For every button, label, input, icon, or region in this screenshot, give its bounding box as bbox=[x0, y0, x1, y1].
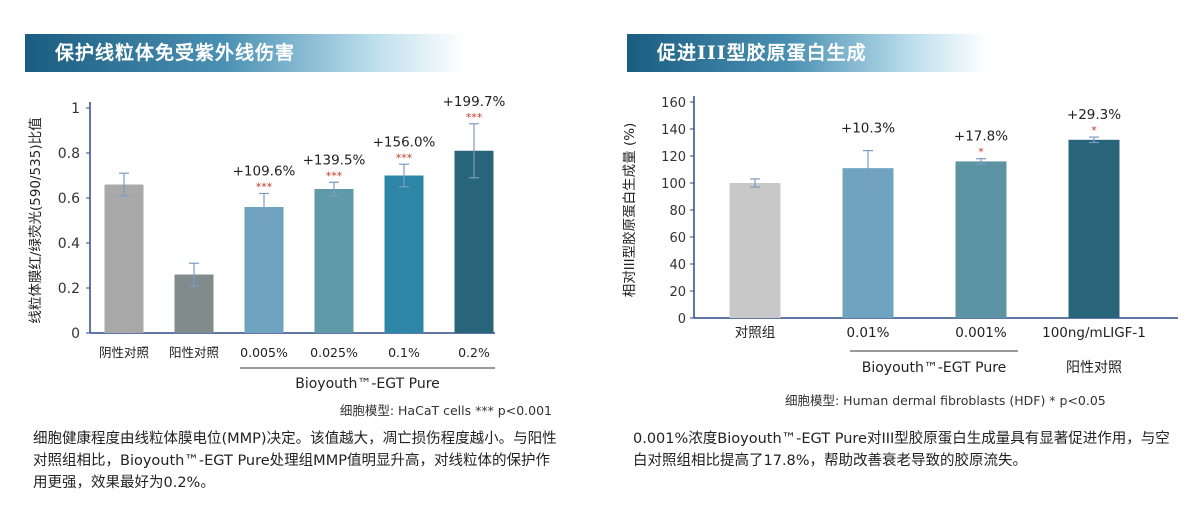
category-label: 阴性对照 bbox=[99, 345, 149, 360]
y-tick-label: 80 bbox=[669, 204, 686, 219]
right-note: 细胞模型: Human dermal fibroblasts (HDF) * p… bbox=[785, 393, 1106, 408]
bar bbox=[454, 150, 494, 333]
y-tick-label: 0.4 bbox=[58, 236, 80, 252]
significance-mark: *** bbox=[396, 151, 413, 164]
y-tick-label: 0 bbox=[71, 326, 80, 342]
category-label: 0.025% bbox=[310, 345, 358, 360]
y-tick-label: 0.2 bbox=[58, 281, 80, 297]
data-label: +29.3% bbox=[1067, 107, 1121, 123]
data-label: +17.8% bbox=[954, 129, 1008, 145]
y-tick-label: 0.6 bbox=[58, 191, 80, 207]
bar bbox=[729, 183, 781, 318]
left-description: 细胞健康程度由线粒体膜电位(MMP)决定。该值越大，凋亡损伤程度越小。与阳性对照… bbox=[33, 431, 557, 491]
significance-mark: * bbox=[1091, 124, 1097, 137]
y-axis-label: 线粒体膜红/绿荧光(590/535)比值 bbox=[28, 117, 44, 323]
category-label: 0.01% bbox=[847, 325, 890, 341]
data-label: +156.0% bbox=[373, 134, 436, 150]
collagen-bar-chart: 0 20 40 60 80 100 120 140 160 相对III型胶原蛋白生成量 (%) 对照… bbox=[621, 96, 1178, 376]
category-label: 0.2% bbox=[458, 345, 490, 360]
positive-control-label: 阳性对照 bbox=[1066, 360, 1122, 376]
category-label: 0.005% bbox=[240, 345, 288, 360]
y-tick-label: 20 bbox=[669, 285, 686, 300]
bar bbox=[1068, 139, 1120, 318]
data-label: +199.7% bbox=[443, 94, 506, 110]
y-tick-label: 100 bbox=[661, 177, 686, 192]
left-note: 细胞模型: HaCaT cells *** p<0.001 bbox=[339, 403, 552, 418]
significance-mark: *** bbox=[326, 169, 343, 182]
y-tick-label: 120 bbox=[661, 150, 686, 165]
left-title-banner: 保护线粒体免受紫外线伤害 bbox=[25, 34, 465, 72]
y-tick-label: 0 bbox=[678, 312, 686, 327]
right-panel: 促进III型胶原蛋白生成 0 20 40 60 80 100 120 140 160 相对III型… bbox=[600, 0, 1200, 525]
data-label: +10.3% bbox=[841, 121, 895, 137]
y-tick-label: 1 bbox=[71, 101, 80, 117]
category-label: 阳性对照 bbox=[169, 345, 219, 360]
bar bbox=[244, 207, 284, 333]
group-label: Bioyouth™-EGT Pure bbox=[295, 376, 440, 392]
y-tick-label: 60 bbox=[669, 231, 686, 246]
group-label: Bioyouth™-EGT Pure bbox=[862, 360, 1007, 376]
bar bbox=[384, 175, 424, 333]
category-label: 对照组 bbox=[735, 325, 776, 341]
data-label: +139.5% bbox=[303, 152, 366, 168]
right-description: 0.001%浓度Bioyouth™-EGT Pure对III型胶原蛋白生成量具有… bbox=[633, 431, 1170, 469]
category-label: 0.1% bbox=[388, 345, 420, 360]
y-tick-label: 40 bbox=[669, 258, 686, 273]
left-panel: 保护线粒体免受紫外线伤害 0 0.2 0.4 0.6 0.8 1 线粒体膜红/绿荧光(590… bbox=[25, 34, 557, 491]
bar bbox=[842, 168, 894, 318]
right-title-banner: 促进III型胶原蛋白生成 bbox=[627, 34, 987, 72]
bar bbox=[104, 184, 144, 333]
y-tick-label: 0.8 bbox=[58, 146, 80, 162]
data-label: +109.6% bbox=[233, 164, 296, 180]
bar bbox=[314, 189, 354, 333]
significance-mark: *** bbox=[466, 111, 483, 124]
bar bbox=[955, 161, 1007, 318]
category-label: 0.001% bbox=[955, 325, 1007, 341]
y-axis-label: 相对III型胶原蛋白生成量 (%) bbox=[621, 123, 638, 298]
y-tick-label: 140 bbox=[661, 123, 686, 138]
significance-mark: *** bbox=[256, 181, 273, 194]
category-label: 100ng/mLIGF-1 bbox=[1042, 325, 1146, 341]
significance-mark: * bbox=[978, 146, 984, 159]
y-tick-label: 160 bbox=[661, 96, 686, 111]
